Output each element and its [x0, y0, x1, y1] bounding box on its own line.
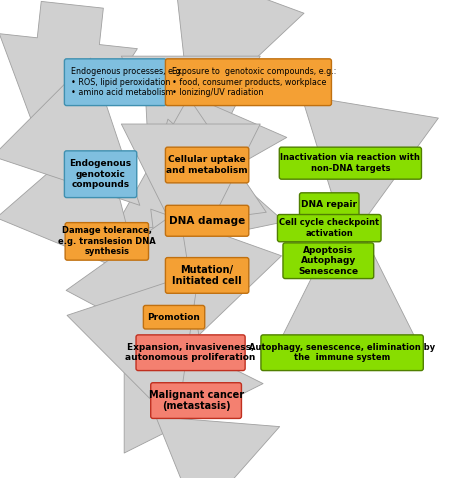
- Text: Malignant cancer
(metastasis): Malignant cancer (metastasis): [148, 390, 244, 412]
- Text: Promotion: Promotion: [147, 313, 201, 322]
- Text: DNA damage: DNA damage: [169, 216, 245, 226]
- Text: Inactivation via reaction with
non-DNA targets: Inactivation via reaction with non-DNA t…: [281, 153, 420, 173]
- FancyBboxPatch shape: [151, 383, 241, 418]
- Text: Cell cycle checkpoint
activation: Cell cycle checkpoint activation: [279, 218, 379, 238]
- FancyBboxPatch shape: [64, 151, 137, 197]
- FancyBboxPatch shape: [261, 335, 423, 370]
- Text: Autophagy, senescence, elimination by
the  immune system: Autophagy, senescence, elimination by th…: [249, 343, 435, 362]
- Text: Endogenous
genotoxic
compounds: Endogenous genotoxic compounds: [70, 159, 132, 189]
- FancyBboxPatch shape: [136, 335, 245, 370]
- FancyBboxPatch shape: [300, 193, 359, 217]
- FancyBboxPatch shape: [165, 147, 249, 183]
- Text: Mutation/
Initiated cell: Mutation/ Initiated cell: [172, 265, 242, 286]
- FancyBboxPatch shape: [143, 305, 205, 329]
- FancyBboxPatch shape: [277, 215, 381, 242]
- Text: Cellular uptake
and metabolism: Cellular uptake and metabolism: [166, 155, 248, 175]
- FancyBboxPatch shape: [65, 223, 148, 260]
- FancyBboxPatch shape: [283, 243, 374, 279]
- Text: Endogenous processes, e.g.:
• ROS, lipid peroxidation
• amino acid metabolism: Endogenous processes, e.g.: • ROS, lipid…: [71, 67, 186, 97]
- FancyBboxPatch shape: [279, 147, 421, 179]
- FancyBboxPatch shape: [64, 59, 166, 106]
- Text: Apoptosis
Autophagy
Senescence: Apoptosis Autophagy Senescence: [298, 246, 358, 276]
- Text: Damage tolerance,
e.g. translesion DNA
synthesis: Damage tolerance, e.g. translesion DNA s…: [58, 227, 155, 256]
- FancyBboxPatch shape: [165, 59, 331, 106]
- Text: Expansion, invasiveness,
autonomous proliferation: Expansion, invasiveness, autonomous prol…: [126, 343, 256, 362]
- FancyBboxPatch shape: [165, 206, 249, 236]
- Text: DNA repair: DNA repair: [301, 200, 357, 209]
- Text: Exposure to  genotoxic compounds, e.g.:
• food, consumer products, workplace
• I: Exposure to genotoxic compounds, e.g.: •…: [172, 67, 337, 97]
- FancyBboxPatch shape: [165, 258, 249, 293]
